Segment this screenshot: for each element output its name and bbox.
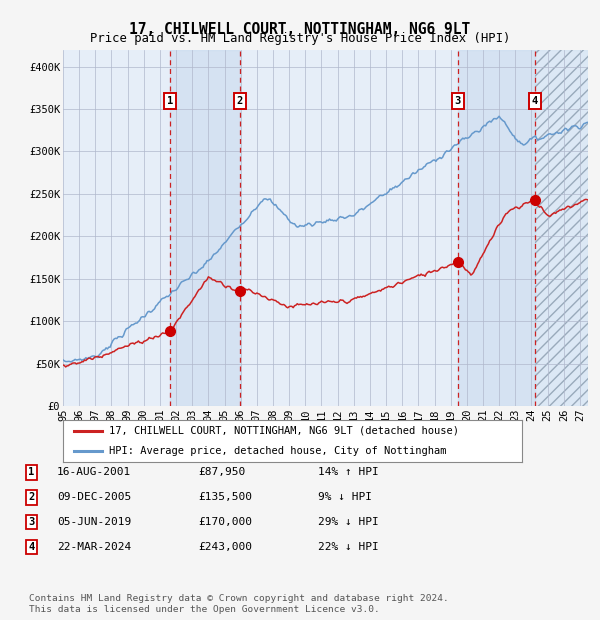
Text: 4: 4 [532, 96, 538, 106]
Bar [458, 50, 535, 406]
Text: 29% ↓ HPI: 29% ↓ HPI [318, 517, 379, 527]
Text: 4: 4 [28, 542, 34, 552]
Text: 14% ↑ HPI: 14% ↑ HPI [318, 467, 379, 477]
Text: 17, CHILWELL COURT, NOTTINGHAM, NG6 9LT (detached house): 17, CHILWELL COURT, NOTTINGHAM, NG6 9LT … [109, 426, 459, 436]
Text: 3: 3 [28, 517, 34, 527]
Text: 09-DEC-2005: 09-DEC-2005 [57, 492, 131, 502]
Text: 1: 1 [28, 467, 34, 477]
Bar [535, 50, 588, 406]
Text: 2: 2 [236, 96, 243, 106]
Text: 22% ↓ HPI: 22% ↓ HPI [318, 542, 379, 552]
Text: HPI: Average price, detached house, City of Nottingham: HPI: Average price, detached house, City… [109, 446, 446, 456]
Text: 9% ↓ HPI: 9% ↓ HPI [318, 492, 372, 502]
Text: £243,000: £243,000 [198, 542, 252, 552]
Text: 05-JUN-2019: 05-JUN-2019 [57, 517, 131, 527]
Bar [170, 50, 240, 406]
Text: 3: 3 [455, 96, 461, 106]
Text: £135,500: £135,500 [198, 492, 252, 502]
Text: 1: 1 [167, 96, 173, 106]
Text: £87,950: £87,950 [198, 467, 245, 477]
Text: 2: 2 [28, 492, 34, 502]
Bar [535, 50, 588, 406]
Text: £170,000: £170,000 [198, 517, 252, 527]
Text: 17, CHILWELL COURT, NOTTINGHAM, NG6 9LT: 17, CHILWELL COURT, NOTTINGHAM, NG6 9LT [130, 22, 470, 37]
Text: 22-MAR-2024: 22-MAR-2024 [57, 542, 131, 552]
Text: Contains HM Land Registry data © Crown copyright and database right 2024.
This d: Contains HM Land Registry data © Crown c… [29, 595, 449, 614]
Text: Price paid vs. HM Land Registry's House Price Index (HPI): Price paid vs. HM Land Registry's House … [90, 32, 510, 45]
Text: 16-AUG-2001: 16-AUG-2001 [57, 467, 131, 477]
